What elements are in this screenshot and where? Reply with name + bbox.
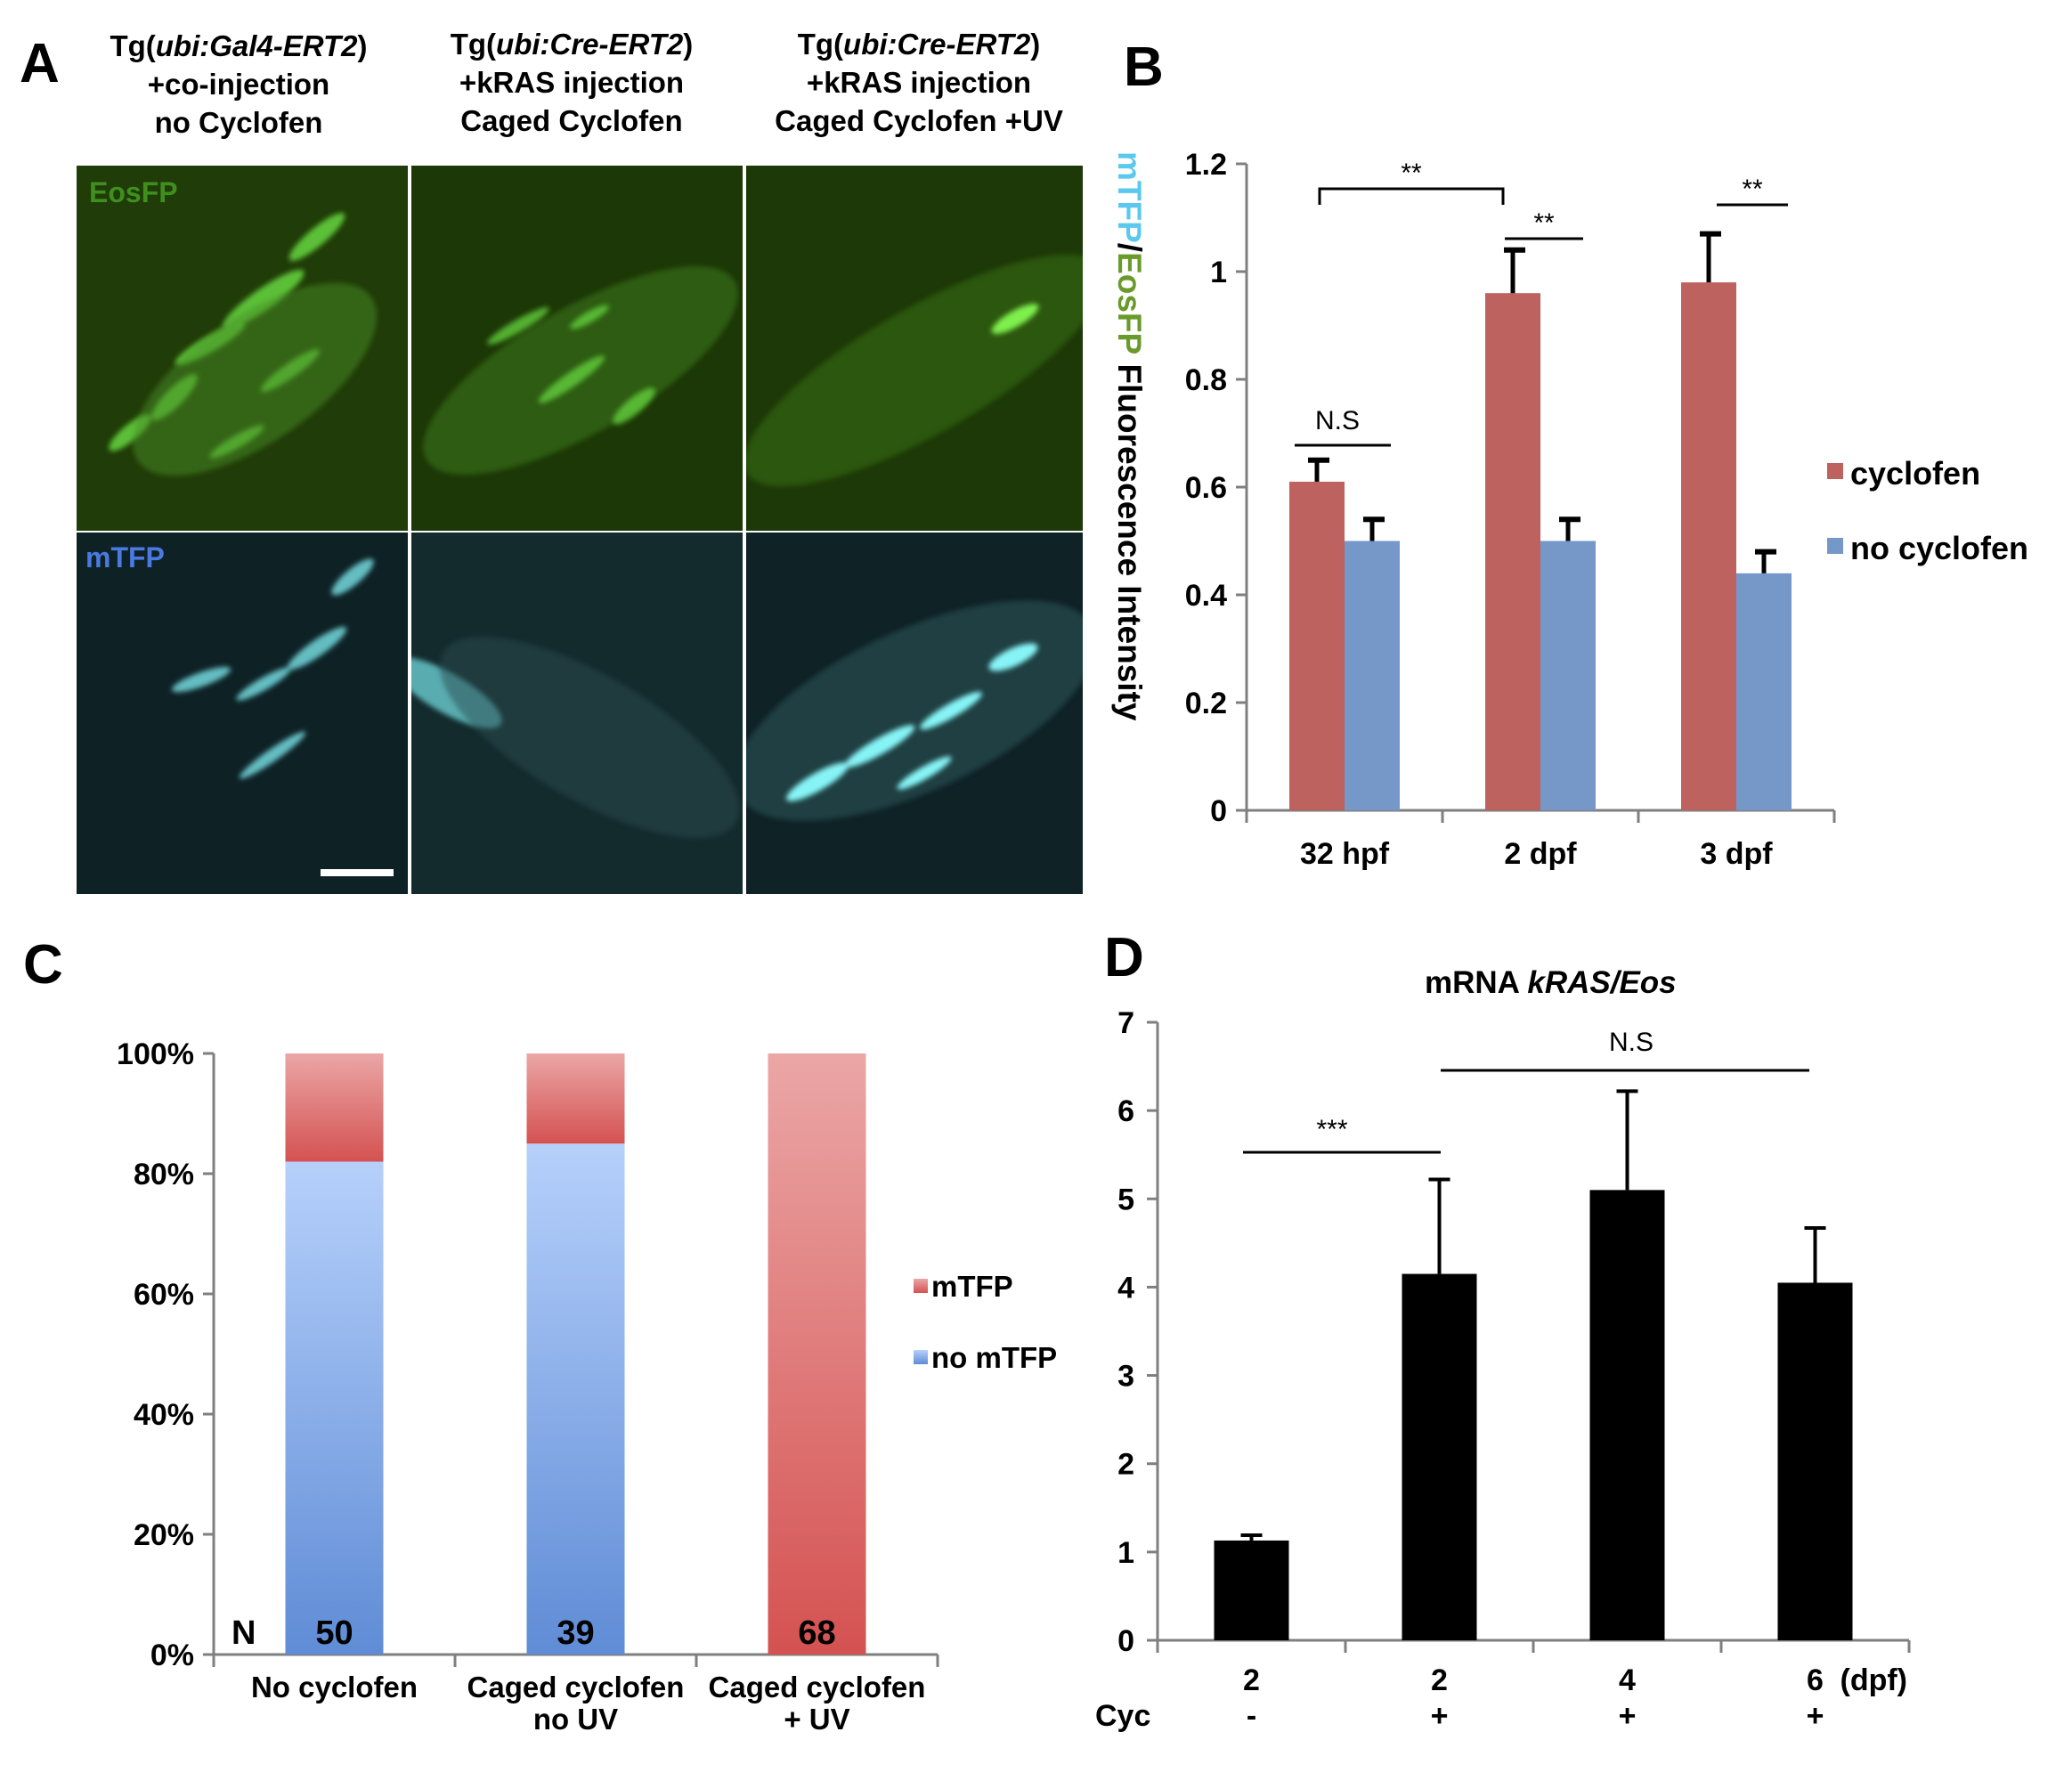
legend-swatch xyxy=(914,1350,928,1364)
n-label: N xyxy=(232,1614,256,1652)
bar xyxy=(1681,282,1736,811)
y-tick-label: 1.2 xyxy=(1185,148,1227,182)
mtfp-row-label: mTFP xyxy=(85,541,165,573)
bar xyxy=(1589,1190,1665,1640)
cyc-value-label: + xyxy=(1619,1699,1637,1733)
legend-swatch xyxy=(914,1279,928,1293)
x-tick-label: 2 xyxy=(1431,1663,1448,1697)
mtfp-image-1 xyxy=(77,533,408,894)
panel-c-stacked-bar-chart: 0% 20% 40% 60% 80% 100% 50 No cyclofen 39 Caged c… xyxy=(117,1037,1057,1736)
y-tick-label: 5 xyxy=(1117,1183,1134,1216)
unit-label: (dpf) xyxy=(1840,1663,1908,1697)
panel-b-letter: B xyxy=(1124,37,1164,98)
cyc-value-label: - xyxy=(1247,1699,1256,1733)
significance-label: N.S xyxy=(1609,1028,1654,1057)
x-tick-label: Caged cyclofen xyxy=(709,1671,926,1704)
panel-b-ylabel: mTFP/EosFP Fluorescence Intensity xyxy=(1111,151,1148,721)
y-tick-label: 7 xyxy=(1117,1006,1134,1040)
significance-label: ** xyxy=(1742,175,1763,204)
y-tick-label: 20% xyxy=(134,1518,194,1552)
y-tick-label: 100% xyxy=(117,1037,194,1071)
n-value-label: 39 xyxy=(557,1614,594,1652)
y-tick-label: 0% xyxy=(150,1639,194,1672)
panel-a-letter: A xyxy=(20,33,60,94)
bar xyxy=(1540,541,1596,810)
y-tick-label: 0 xyxy=(1210,794,1227,828)
y-tick-label: 60% xyxy=(134,1278,194,1312)
significance-label: N.S xyxy=(1315,406,1360,435)
bar-segment xyxy=(526,1143,625,1655)
y-tick-label: 1 xyxy=(1210,256,1227,289)
bar xyxy=(1777,1282,1853,1640)
cyc-value-label: + xyxy=(1431,1699,1449,1733)
x-tick-label: 3 dpf xyxy=(1700,837,1773,871)
y-tick-label: 0 xyxy=(1117,1624,1134,1658)
bar-segment xyxy=(285,1053,384,1162)
x-tick-label: 2 xyxy=(1243,1663,1260,1697)
panel-d-letter: D xyxy=(1104,927,1144,988)
legend-swatch xyxy=(1827,538,1843,554)
legend-swatch xyxy=(1827,463,1843,479)
x-tick-label: No cyclofen xyxy=(251,1671,418,1704)
n-value-label: 68 xyxy=(798,1614,835,1652)
mtfp-image-3 xyxy=(746,533,1083,894)
legend-label: cyclofen xyxy=(1850,455,1980,492)
n-value-label: 50 xyxy=(315,1614,353,1652)
x-tick-label: 6 xyxy=(1807,1663,1824,1697)
legend-label: no cyclofen xyxy=(1850,530,2028,566)
eosfp-image-3 xyxy=(746,166,1083,531)
y-tick-label: 0.4 xyxy=(1185,579,1227,613)
significance-bracket xyxy=(1318,187,1505,205)
panel-a-column-header-2: Tg(ubi:Cre-ERT2) +kRAS injection Caged C… xyxy=(450,28,694,137)
y-tick-label: 0.8 xyxy=(1185,363,1227,397)
x-tick-label: 4 xyxy=(1619,1663,1636,1697)
bar-segment xyxy=(285,1161,384,1655)
panel-a-column-header-1: Tg(ubi:Gal4-ERT2) +co-injection no Cyclo… xyxy=(110,29,368,139)
panel-b-bar-chart: 0 0.2 0.4 0.6 0.8 1 1.2 32 hpf 2 dpf 3 dpf ** ** ** N… xyxy=(1185,148,2028,871)
y-tick-label: 2 xyxy=(1117,1448,1134,1482)
legend-label: no mTFP xyxy=(931,1341,1057,1374)
y-tick-label: 1 xyxy=(1117,1536,1134,1570)
bar-segment xyxy=(768,1053,866,1655)
scale-bar xyxy=(321,869,394,876)
bar xyxy=(1736,573,1792,810)
bar xyxy=(1345,541,1400,810)
x-tick-label: + UV xyxy=(784,1703,849,1736)
y-tick-label: 4 xyxy=(1117,1271,1134,1305)
bar xyxy=(1289,481,1345,810)
bar xyxy=(1402,1273,1477,1640)
bar xyxy=(1214,1540,1289,1640)
eosfp-row-label: EosFP xyxy=(89,176,178,208)
legend-label: mTFP xyxy=(931,1270,1013,1303)
cyc-row-label: Cyc xyxy=(1095,1699,1150,1733)
x-tick-label: 2 dpf xyxy=(1504,837,1577,871)
y-tick-label: 6 xyxy=(1117,1094,1134,1128)
y-tick-label: 80% xyxy=(134,1158,194,1191)
y-tick-label: 0.2 xyxy=(1185,687,1227,720)
eosfp-image-1 xyxy=(77,166,408,531)
bar-segment xyxy=(526,1053,625,1144)
x-tick-label: no UV xyxy=(533,1703,618,1736)
bar xyxy=(1485,293,1540,810)
cyc-value-label: + xyxy=(1807,1699,1824,1733)
y-tick-label: 3 xyxy=(1117,1360,1134,1394)
significance-label: ** xyxy=(1533,208,1555,238)
significance-label: ** xyxy=(1401,159,1422,188)
significance-label: *** xyxy=(1316,1115,1347,1144)
x-tick-label: Caged cyclofen xyxy=(467,1671,685,1704)
panel-d-title: mRNA kRAS/Eos xyxy=(1425,965,1677,1000)
panel-a-column-header-3: Tg(ubi:Cre-ERT2) +kRAS injection Caged C… xyxy=(775,28,1063,137)
eosfp-image-2 xyxy=(411,166,743,531)
panel-c-letter: C xyxy=(23,934,63,996)
mtfp-image-2 xyxy=(411,533,743,894)
y-tick-label: 40% xyxy=(134,1398,194,1432)
x-tick-label: 32 hpf xyxy=(1300,837,1390,871)
y-tick-label: 0.6 xyxy=(1185,471,1227,505)
